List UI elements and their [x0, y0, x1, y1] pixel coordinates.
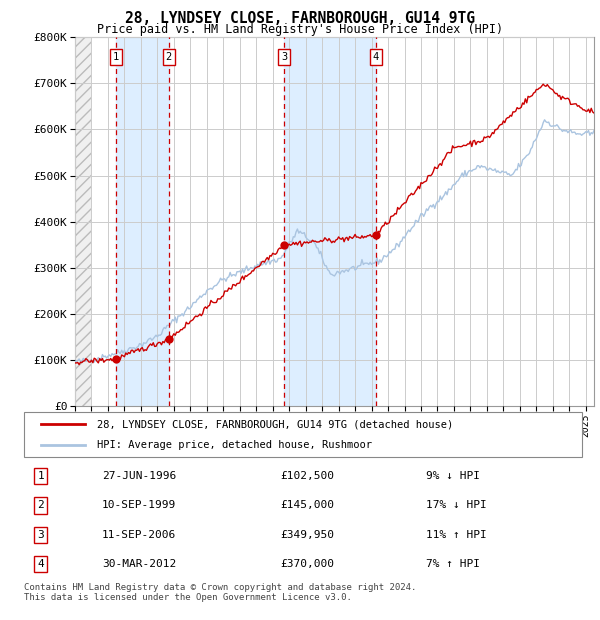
Text: 9% ↓ HPI: 9% ↓ HPI: [426, 471, 480, 481]
Text: 28, LYNDSEY CLOSE, FARNBOROUGH, GU14 9TG: 28, LYNDSEY CLOSE, FARNBOROUGH, GU14 9TG: [125, 11, 475, 26]
Text: 27-JUN-1996: 27-JUN-1996: [102, 471, 176, 481]
Text: Price paid vs. HM Land Registry's House Price Index (HPI): Price paid vs. HM Land Registry's House …: [97, 23, 503, 36]
Text: 1: 1: [113, 52, 119, 62]
Text: 2: 2: [37, 500, 44, 510]
Text: £102,500: £102,500: [281, 471, 335, 481]
Text: 3: 3: [37, 530, 44, 540]
Text: Contains HM Land Registry data © Crown copyright and database right 2024.
This d: Contains HM Land Registry data © Crown c…: [24, 583, 416, 602]
Bar: [284, 37, 376, 406]
Text: 11-SEP-2006: 11-SEP-2006: [102, 530, 176, 540]
Bar: [75, 37, 91, 406]
Text: HPI: Average price, detached house, Rushmoor: HPI: Average price, detached house, Rush…: [97, 440, 371, 450]
Text: 2: 2: [166, 52, 172, 62]
Text: 11% ↑ HPI: 11% ↑ HPI: [426, 530, 487, 540]
Text: £370,000: £370,000: [281, 559, 335, 569]
Text: 3: 3: [281, 52, 287, 62]
Text: 4: 4: [373, 52, 379, 62]
Text: 10-SEP-1999: 10-SEP-1999: [102, 500, 176, 510]
Text: 4: 4: [37, 559, 44, 569]
Text: £145,000: £145,000: [281, 500, 335, 510]
Bar: [116, 37, 169, 406]
Text: £349,950: £349,950: [281, 530, 335, 540]
Text: 30-MAR-2012: 30-MAR-2012: [102, 559, 176, 569]
FancyBboxPatch shape: [24, 412, 582, 457]
Text: 28, LYNDSEY CLOSE, FARNBOROUGH, GU14 9TG (detached house): 28, LYNDSEY CLOSE, FARNBOROUGH, GU14 9TG…: [97, 419, 453, 430]
Text: 1: 1: [37, 471, 44, 481]
Text: 7% ↑ HPI: 7% ↑ HPI: [426, 559, 480, 569]
Text: 17% ↓ HPI: 17% ↓ HPI: [426, 500, 487, 510]
Bar: [75, 37, 91, 406]
